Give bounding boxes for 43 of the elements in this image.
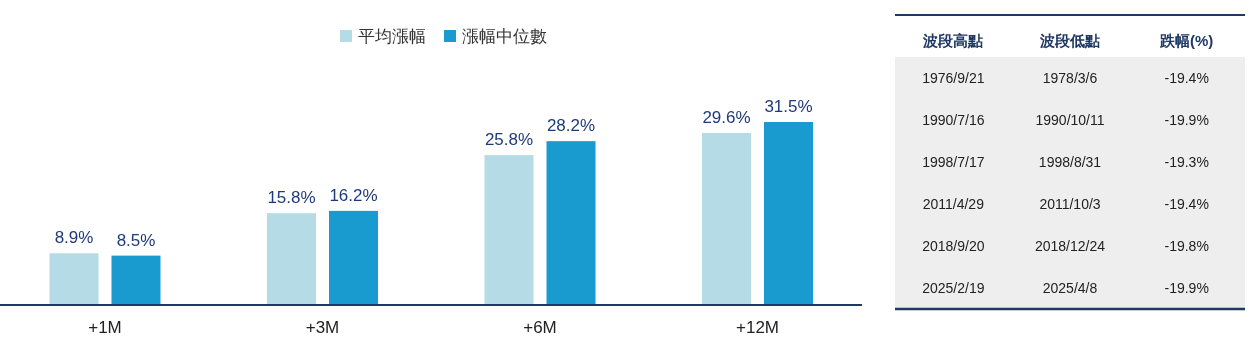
data-label: 8.9%	[54, 228, 94, 248]
text: 2025/2/19	[922, 280, 985, 296]
text: 2018/12/24	[1034, 238, 1106, 254]
text: -19.9%	[1164, 112, 1209, 128]
x-tick-label: +12M	[736, 318, 779, 337]
text: 1998/8/31	[1038, 154, 1102, 170]
text: 1998/7/17	[922, 154, 985, 170]
text: -19.3%	[1164, 154, 1209, 170]
bar	[111, 255, 161, 305]
category-label: 波段高點	[922, 32, 984, 49]
x-tick-label: +3M	[305, 318, 340, 337]
text: 2011/4/29	[922, 196, 985, 212]
text: -19.4%	[1164, 196, 1209, 212]
data-label: 25.8%	[484, 130, 534, 150]
bar	[49, 253, 99, 305]
data-label: 29.6%	[702, 108, 751, 128]
bar	[546, 141, 596, 305]
text: -19.8%	[1164, 238, 1209, 254]
text: 2011/10/3	[1039, 196, 1101, 212]
text: 2025/4/8	[1042, 280, 1098, 296]
data-label: 16.2%	[329, 185, 378, 205]
data-label: 31.5%	[764, 97, 813, 116]
data-label: 28.2%	[546, 116, 596, 136]
bar	[329, 210, 378, 305]
legend-label: 漲幅中位數	[462, 27, 547, 46]
text: 1978/3/6	[1042, 70, 1098, 86]
x-tick-label: +1M	[88, 318, 122, 337]
category-label: 波段低點	[1039, 32, 1100, 49]
bar	[267, 213, 316, 305]
bar	[484, 155, 534, 305]
text: -19.9%	[1164, 280, 1209, 296]
x-tick-label: +6M	[523, 318, 557, 337]
bar	[764, 122, 813, 305]
legend-label: 平均漲幅	[358, 27, 426, 46]
data-label: 8.5%	[116, 230, 156, 250]
bar	[702, 133, 751, 305]
text: 1990/10/11	[1035, 112, 1105, 128]
text: 2018/9/20	[922, 238, 985, 254]
text: 1976/9/21	[922, 70, 985, 86]
text: 1990/7/16	[922, 112, 985, 128]
data-label: 15.8%	[267, 188, 316, 208]
text: -19.4%	[1164, 70, 1209, 86]
category-label: 跌幅(%)	[1159, 32, 1214, 49]
